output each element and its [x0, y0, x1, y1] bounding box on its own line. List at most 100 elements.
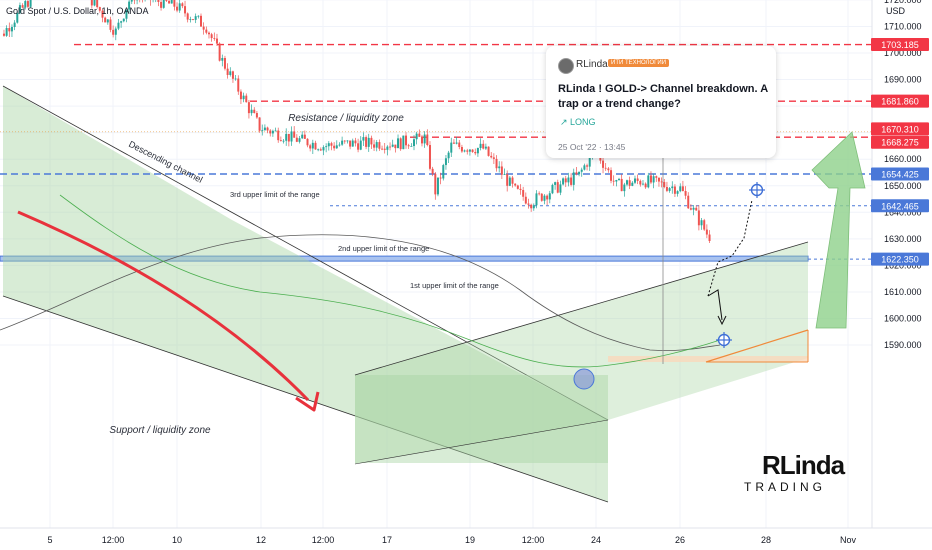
candle-body	[514, 183, 517, 186]
candle-body	[460, 146, 463, 152]
candle-body	[418, 133, 421, 137]
candle-body	[434, 173, 437, 195]
candle-body	[234, 78, 237, 80]
candle-body	[695, 207, 698, 211]
author-name[interactable]: RLinda	[576, 59, 608, 70]
candle-body	[192, 19, 195, 20]
candle-body	[439, 177, 442, 179]
price-axis-label: 1700.000	[884, 48, 922, 58]
candle-body	[295, 137, 298, 142]
candle-body	[402, 135, 405, 150]
candle-body	[620, 178, 623, 192]
candle-body	[157, 0, 160, 2]
candle-body	[314, 142, 317, 150]
candle-body	[679, 186, 682, 192]
candle-body	[436, 177, 439, 195]
candle-body	[98, 7, 101, 11]
candle-body	[506, 174, 509, 186]
upper-limit-3-label: 3rd upper limit of the range	[230, 190, 320, 199]
candle-body	[508, 177, 511, 186]
time-axis-label: 10	[172, 535, 182, 545]
candle-body	[298, 138, 301, 142]
projection-up-path	[707, 199, 753, 297]
candle-body	[687, 195, 690, 209]
candle-body	[444, 158, 447, 166]
candle-body	[215, 38, 218, 44]
price-badge-1642.465	[871, 199, 929, 213]
ascending-channel-base	[354, 419, 609, 465]
logo-line1: RLinda	[762, 450, 845, 480]
candle-body	[160, 1, 163, 8]
candle-body	[466, 150, 469, 152]
candle-body	[420, 136, 423, 144]
orange-trendline	[705, 329, 809, 363]
candle-body	[527, 203, 530, 205]
candle-body	[343, 140, 346, 142]
price-axis-label: 1610.000	[884, 287, 922, 297]
candle-body	[540, 193, 543, 201]
price-badge-1622.350	[871, 252, 929, 266]
candle-body	[490, 155, 493, 158]
candle-body	[178, 3, 181, 11]
time-axis-label: 19	[465, 535, 475, 545]
candle-body	[101, 10, 104, 18]
candle-body	[636, 178, 639, 181]
resistance-zone-label: Resistance / liquidity zone	[288, 113, 404, 124]
candle-body	[341, 140, 344, 145]
price-badge-1681.860	[871, 94, 929, 108]
candle-body	[524, 196, 527, 204]
candle-body	[639, 180, 642, 185]
candle-body	[383, 148, 386, 150]
time-axis-label: 26	[675, 535, 685, 545]
price-badge-label: 1642.465	[881, 201, 919, 211]
candle-body	[588, 154, 591, 167]
candle-body	[413, 139, 415, 147]
logo-line2: TRADING	[744, 480, 826, 494]
idea-date: 25 Oct '22 · 13:45	[558, 142, 626, 152]
candle-body	[279, 140, 282, 142]
candle-body	[125, 9, 128, 19]
candle-body	[301, 134, 304, 139]
candle-body	[476, 147, 479, 154]
candle-body	[221, 57, 224, 61]
candle-body	[335, 145, 338, 149]
author-avatar[interactable]	[558, 58, 574, 74]
price-badge-label: 1654.425	[881, 170, 919, 180]
idea-card[interactable]: RLinda ИТИ ТЕХНОЛОГИИ RLinda ! GOLD-> Ch…	[546, 46, 776, 158]
candle-body	[407, 145, 410, 147]
price-badge-label: 1670.310	[881, 124, 919, 134]
candle-body	[200, 15, 202, 27]
candle-body	[367, 137, 370, 147]
candle-body	[93, 0, 96, 6]
price-axis-label: 1710.000	[884, 21, 922, 31]
descending-channel-upper	[2, 85, 609, 421]
candle-body	[535, 193, 538, 206]
candle-body	[604, 167, 607, 169]
time-axis-label: 28	[761, 535, 771, 545]
candle-body	[128, 1, 131, 10]
candle-body	[13, 22, 16, 27]
candle-body	[554, 182, 557, 185]
candle-body	[130, 0, 133, 2]
idea-title[interactable]: RLinda ! GOLD-> Channel breakdown. A tra…	[558, 83, 768, 110]
green-target-arrow	[811, 131, 866, 329]
price-axis-label: 1630.000	[884, 234, 922, 244]
candle-body	[567, 177, 570, 183]
candle-body	[120, 21, 123, 23]
candle-body	[24, 1, 27, 8]
candle-body	[423, 134, 426, 144]
candle-body	[703, 220, 706, 230]
candle-body	[607, 168, 610, 171]
time-axis-label: Nov	[840, 535, 857, 545]
candle-body	[546, 195, 549, 200]
candle-body	[290, 131, 293, 142]
time-axis-label: 12	[256, 535, 266, 545]
candle-body	[333, 145, 336, 149]
candle-body	[474, 151, 477, 154]
candle-body	[673, 186, 676, 194]
candle-body	[181, 3, 184, 7]
candle-body	[431, 168, 434, 174]
candle-body	[471, 149, 474, 152]
